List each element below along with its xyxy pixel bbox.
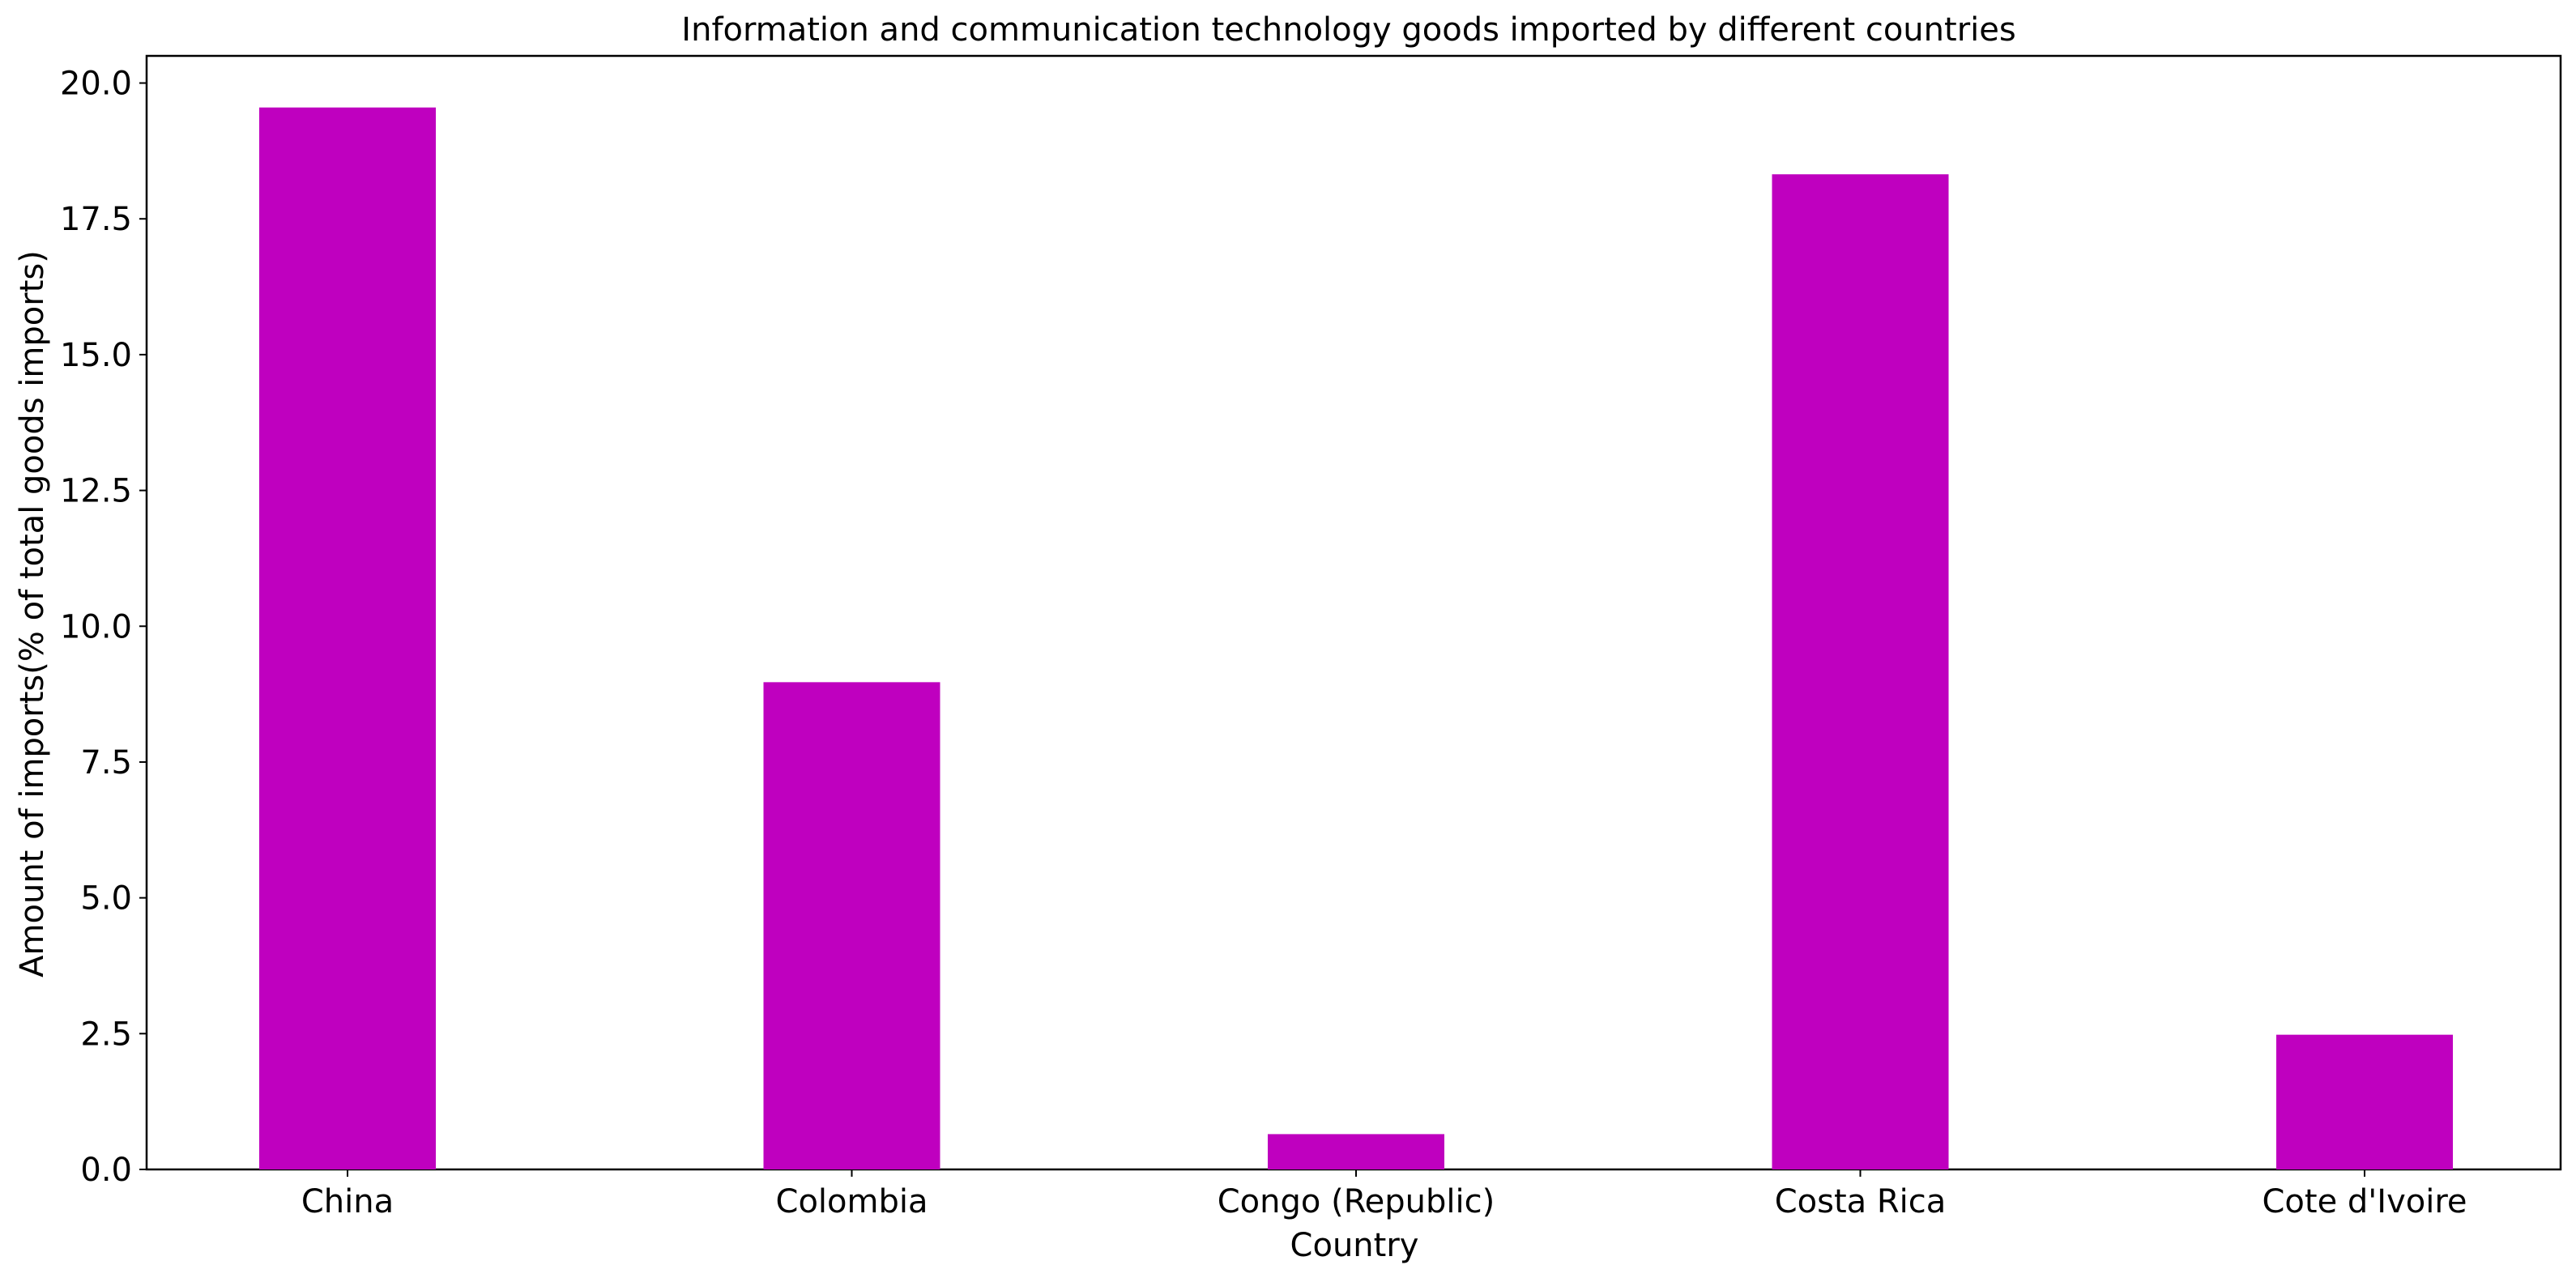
y-tick-label: 10.0 xyxy=(60,608,132,645)
x-tick-label: Colombia xyxy=(776,1183,928,1220)
x-tick-label: Costa Rica xyxy=(1775,1183,1947,1220)
y-tick-label: 0.0 xyxy=(80,1152,132,1189)
x-axis: China Colombia Congo (Republic) Costa Rica C… xyxy=(301,1169,2467,1220)
y-tick-label: 5.0 xyxy=(80,880,132,918)
bar xyxy=(763,682,940,1169)
bar xyxy=(1268,1134,1444,1169)
y-tick-label: 7.5 xyxy=(80,744,132,782)
y-axis: 0.0 2.5 5.0 7.5 10.0 12.5 15.0 17.5 20.0 xyxy=(60,66,147,1189)
y-tick-label: 17.5 xyxy=(60,201,132,238)
x-tick-label: Congo (Republic) xyxy=(1218,1183,1495,1220)
bar xyxy=(2276,1034,2453,1169)
x-tick-label: China xyxy=(301,1183,394,1220)
y-tick-label: 2.5 xyxy=(80,1016,132,1053)
bar xyxy=(259,107,436,1170)
chart-title: Information and communication technology… xyxy=(681,11,2015,49)
y-tick-label: 12.5 xyxy=(60,473,132,510)
bar xyxy=(1772,174,1949,1170)
y-tick-label: 20.0 xyxy=(60,66,132,103)
y-axis-label: Amount of imports(% of total goods impor… xyxy=(14,250,51,977)
bars-layer xyxy=(259,107,2453,1170)
plot-frame xyxy=(145,54,2562,1171)
x-axis-label: Country xyxy=(1290,1227,1419,1264)
x-tick-label: Cote d'Ivoire xyxy=(2262,1183,2467,1220)
plot-area xyxy=(145,54,2562,1171)
y-tick-label: 15.0 xyxy=(60,337,132,374)
